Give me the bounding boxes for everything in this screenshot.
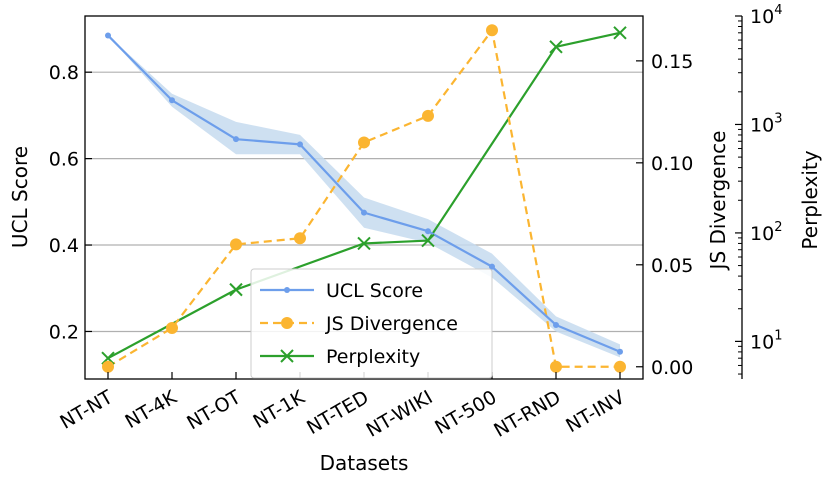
far-right-tick-exponent-3: 4	[774, 3, 782, 18]
far-right-tick-exponent-0: 1	[774, 328, 782, 343]
x-axis-title: Datasets	[320, 451, 409, 475]
perplexity-point-0	[101, 351, 115, 365]
right-axis-ticks: 0.00 0.05 0.10 0.15	[636, 51, 693, 379]
right-tick-label-0: 0.00	[651, 357, 693, 379]
js-divergence-point-8	[614, 360, 626, 373]
ucl-score-point-7	[553, 321, 559, 328]
legend-entries: UCL Score JS Divergence Perplexity	[260, 280, 458, 368]
ucl-score-point-1	[169, 97, 175, 104]
far-right-tick-exponent-1: 2	[774, 220, 782, 235]
legend-label-ucl-score: UCL Score	[326, 280, 423, 302]
perplexity-point-7	[549, 40, 563, 54]
left-tick-label-2: 0.6	[49, 149, 79, 171]
ucl-score-point-8	[617, 348, 623, 355]
y-axis-title-right: JS Divergence	[706, 131, 730, 272]
legend-label-js-divergence: JS Divergence	[325, 313, 458, 335]
js-divergence-point-0	[102, 360, 114, 373]
left-tick-label-1: 0.4	[49, 235, 79, 257]
right-tick-label-3: 0.15	[651, 51, 693, 73]
legend-label-perplexity: Perplexity	[326, 346, 420, 368]
far-right-tick-exponent-2: 3	[774, 111, 782, 126]
js-divergence-point-5	[422, 109, 434, 122]
js-divergence-point-7	[550, 360, 562, 373]
perplexity-point-8	[613, 26, 627, 40]
js-divergence-line	[107, 29, 620, 368]
legend-marker-perplexity	[280, 349, 294, 363]
legend-marker-js-divergence	[281, 317, 293, 329]
ucl-score-point-4	[361, 209, 367, 216]
y-axis-title-far-right: Perplexity	[798, 150, 822, 249]
js-divergence-point-3	[294, 232, 306, 245]
legend-box	[250, 268, 493, 379]
left-tick-label-3: 0.8	[49, 62, 79, 84]
left-axis-ticks: 0.2 0.4 0.6 0.8	[49, 62, 92, 343]
far-right-tick-label-2: 103	[750, 111, 782, 136]
js-divergence-point-2	[230, 238, 242, 251]
gridlines	[85, 71, 643, 333]
ucl-score-point-2	[233, 136, 239, 143]
legend-marker-ucl-score	[284, 287, 290, 293]
series-markers	[101, 24, 627, 373]
perplexity-line	[107, 31, 621, 360]
perplexity-point-4	[357, 236, 371, 251]
right-tick-label-1: 0.05	[651, 255, 693, 277]
perplexity-point-5	[421, 233, 435, 248]
y-axis-title-left: UCL Score	[8, 146, 32, 248]
js-divergence-point-6	[486, 24, 498, 37]
ucl-score-point-6	[489, 263, 495, 270]
ucl-score-point-3	[297, 141, 303, 148]
right-tick-label-2: 0.10	[651, 153, 693, 175]
perplexity-point-2	[229, 282, 243, 297]
ucl-score-point-0	[105, 32, 111, 39]
js-divergence-point-1	[166, 322, 178, 335]
left-tick-label-0: 0.2	[49, 321, 79, 343]
js-divergence-point-4	[358, 136, 370, 149]
ucl-score-point-5	[425, 228, 431, 235]
legend: UCL Score JS Divergence Perplexity	[250, 268, 493, 379]
